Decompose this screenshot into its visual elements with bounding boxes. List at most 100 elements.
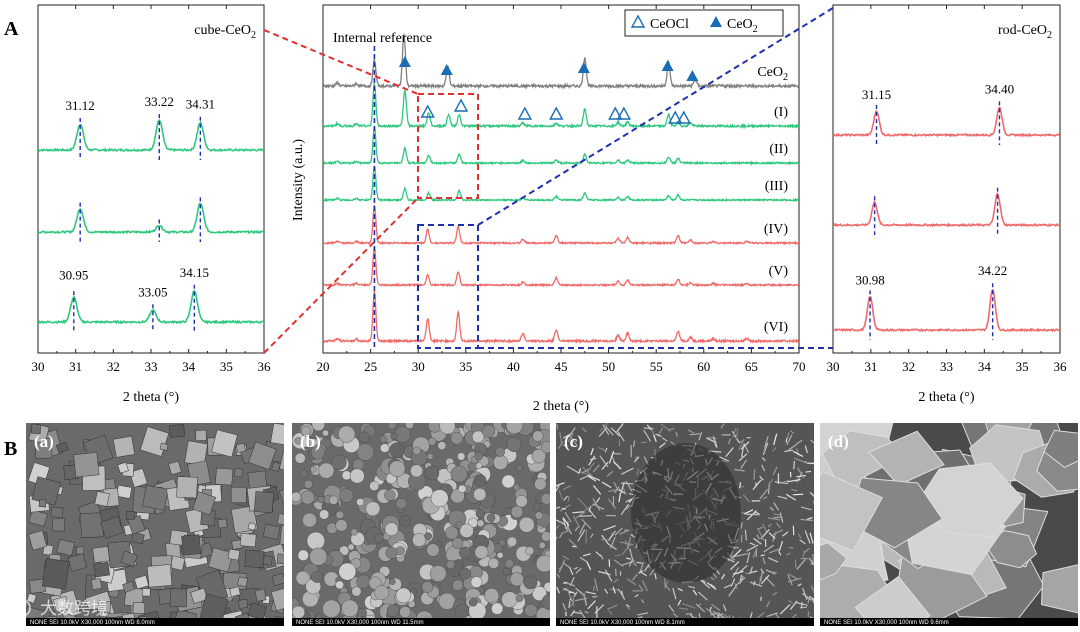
sem-fiber xyxy=(725,447,734,458)
sem-fiber xyxy=(793,460,795,470)
sem-fiber xyxy=(621,544,631,556)
sem-fiber xyxy=(759,488,769,500)
sem-fiber xyxy=(756,534,760,540)
sem-fiber xyxy=(638,569,644,574)
sem-fiber xyxy=(579,556,588,563)
sem-fiber xyxy=(787,443,798,451)
sem-particle xyxy=(430,489,449,508)
sem-fiber xyxy=(797,467,804,478)
left-plot-peak-label: 31.12 xyxy=(66,98,95,113)
sem-fiber xyxy=(601,481,612,489)
sem-fiber xyxy=(730,550,734,561)
sem-fiber xyxy=(562,530,570,534)
sem-fiber xyxy=(556,573,561,578)
sem-particle xyxy=(181,534,201,556)
mid-series-3 xyxy=(323,165,799,203)
sem-fiber xyxy=(567,495,570,502)
sem-fiber xyxy=(607,498,617,510)
sem-particle xyxy=(271,572,284,586)
sem-fiber xyxy=(749,566,753,575)
sem-fiber xyxy=(765,600,771,608)
sem-plate xyxy=(1043,429,1078,468)
sem-particle xyxy=(303,479,313,489)
sem-image-1: NONE SEI 10.0kV X30,000 100nm WD 11.5mm xyxy=(292,423,550,626)
sem-fiber xyxy=(594,604,605,614)
sem-fiber xyxy=(695,603,706,613)
sem-particle xyxy=(26,593,37,604)
left-plot-peak-label: 34.15 xyxy=(180,265,209,280)
sem-fiber xyxy=(754,511,760,515)
sem-particle xyxy=(97,600,112,614)
sem-particle xyxy=(211,429,238,458)
legend-ceocl-label: CeOCl xyxy=(650,17,689,32)
sem-fiber xyxy=(692,589,698,596)
sem-fiber xyxy=(592,595,598,598)
right-plot-tick-label: 32 xyxy=(902,359,915,374)
sem-fiber xyxy=(675,432,679,437)
sem-fiber xyxy=(640,571,647,577)
sem-fiber xyxy=(582,553,591,557)
sem-fiber xyxy=(621,560,635,566)
sem-particle xyxy=(254,588,267,602)
sem-particle xyxy=(384,522,399,537)
sem-particle xyxy=(486,513,496,522)
sem-images-row: NONE SEI 10.0kV X30,000 100nm WD 8.0mm (a… xyxy=(13,423,1078,626)
sem-particle xyxy=(310,445,325,460)
sem-particle xyxy=(390,432,398,441)
sem-particle xyxy=(523,575,538,590)
sem-particle xyxy=(495,447,505,457)
zoom-box-cube xyxy=(417,93,479,199)
sem-fiber xyxy=(566,521,569,531)
sem-particle xyxy=(214,467,234,486)
sem-fiber xyxy=(705,607,711,612)
ceocl-marker xyxy=(608,106,623,120)
sem-particle xyxy=(67,553,88,572)
sem-fiber xyxy=(742,494,750,503)
sem-fiber xyxy=(563,587,568,591)
sem-fiber xyxy=(774,481,788,485)
sem-particle xyxy=(475,509,485,519)
sem-particle xyxy=(276,513,284,527)
sem-fiber xyxy=(556,586,561,594)
sem-fiber xyxy=(558,440,564,450)
sem-fiber xyxy=(600,554,604,560)
sem-fiber xyxy=(577,497,588,509)
sem-particle xyxy=(159,442,169,451)
mid-series-label: (II) xyxy=(769,142,788,157)
sem-plate xyxy=(854,575,931,626)
sem-particle xyxy=(471,430,485,443)
sem-fiber xyxy=(632,573,639,581)
sem-particle xyxy=(405,423,414,430)
sem-fiber xyxy=(791,488,798,492)
sem-fiber xyxy=(788,599,794,604)
sem-fiber xyxy=(592,498,601,511)
sem-info-bar xyxy=(556,618,814,626)
sem-fiber xyxy=(620,503,630,516)
sem-particle xyxy=(451,537,464,549)
sem-particle xyxy=(350,528,358,536)
sem-fiber xyxy=(588,455,596,466)
sem-fiber xyxy=(723,584,732,589)
sem-particle xyxy=(270,586,284,612)
sem-fiber xyxy=(752,548,758,559)
mid-xlabel: 2 theta (°) xyxy=(533,399,589,414)
sem-particle xyxy=(515,495,528,508)
sem-fiber xyxy=(617,588,626,600)
sem-fiber xyxy=(616,423,624,433)
sem-particle xyxy=(195,429,207,441)
sem-fiber xyxy=(794,457,808,464)
sem-particle xyxy=(271,461,281,472)
mid-series-label: CeO2 xyxy=(757,65,788,83)
sem-fiber xyxy=(608,488,621,493)
sem-particle xyxy=(230,486,247,503)
sem-fiber xyxy=(753,537,762,545)
sem-fiber xyxy=(812,554,814,563)
sem-fiber xyxy=(613,559,624,568)
sem-fiber xyxy=(712,572,718,579)
sem-fiber xyxy=(706,582,717,590)
sem-dark-region xyxy=(631,443,741,583)
sem-fiber xyxy=(739,482,742,489)
sem-fiber xyxy=(772,591,778,596)
sem-fiber xyxy=(773,516,782,519)
sem-particle xyxy=(475,462,483,469)
